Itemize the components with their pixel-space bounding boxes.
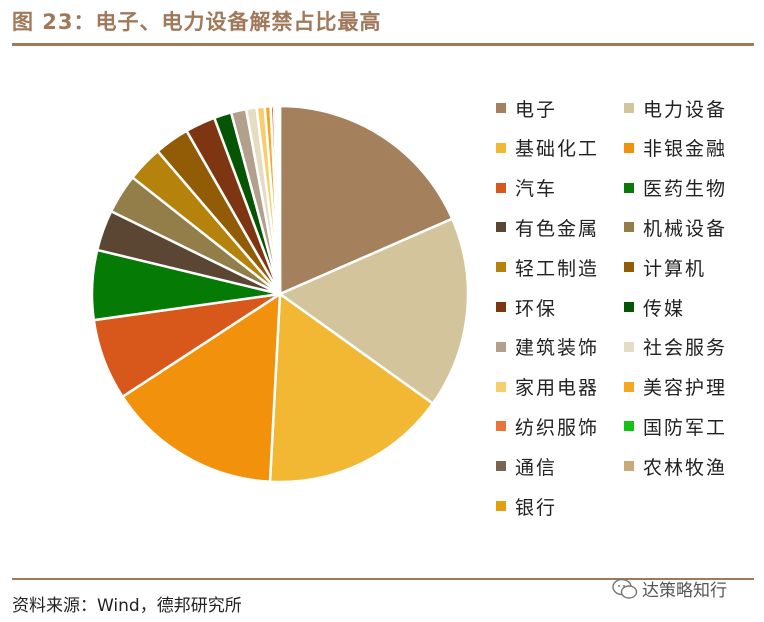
- legend-item: 环保: [496, 295, 558, 320]
- legend-swatch: [624, 341, 634, 352]
- legend-swatch: [496, 262, 506, 273]
- legend-swatch: [496, 381, 506, 392]
- legend-label: 医药生物: [643, 178, 728, 201]
- legend-swatch: [496, 461, 506, 472]
- pie-slice-1: [278, 104, 454, 296]
- legend-label: 电力设备: [643, 98, 728, 121]
- legend-swatch: [496, 421, 506, 432]
- legend-item: 电力设备: [624, 96, 728, 121]
- legend-item: 社会服务: [624, 335, 727, 359]
- figure-title: 图 23：电子、电力设备解禁占比最高: [12, 10, 382, 34]
- pie-slice-21: [277, 104, 282, 295]
- legend-swatch: [624, 302, 634, 312]
- pie-slice-2: [277, 217, 470, 406]
- legend-swatch: [624, 381, 634, 392]
- pie-slice-4: [120, 291, 282, 484]
- legend-swatch: [624, 103, 634, 113]
- legend-swatch: [496, 501, 506, 511]
- legend-label: 银行: [515, 496, 558, 519]
- legend-item: 计算机: [624, 255, 707, 280]
- legend-item: 传媒: [624, 295, 686, 320]
- pie-slice-3: [268, 291, 435, 484]
- legend-swatch: [496, 142, 506, 153]
- legend-swatch: [496, 222, 506, 233]
- legend-item: 美容护理: [624, 375, 727, 399]
- watermark-text: 达策略知行: [642, 581, 727, 601]
- legend-swatch: [624, 421, 634, 432]
- legend-swatch: [624, 182, 634, 193]
- legend-label: 汽车: [515, 178, 558, 201]
- legend-item: 通信: [496, 454, 558, 479]
- legend-swatch: [496, 103, 506, 113]
- legend-label: 基础化工: [515, 138, 600, 161]
- legend-item: 电子: [496, 96, 558, 121]
- footer-divider: [12, 578, 754, 580]
- legend-label: 环保: [515, 297, 558, 320]
- legend-label: 计算机: [643, 257, 707, 280]
- legend-item: 银行: [496, 494, 558, 519]
- legend-swatch: [496, 341, 506, 352]
- legend-item: 国防军工: [624, 414, 728, 439]
- legend-item: 有色金属: [496, 215, 600, 240]
- legend-label: 机械设备: [643, 217, 728, 240]
- legend-item: 建筑装饰: [496, 335, 599, 359]
- legend-label: 纺织服饰: [515, 416, 600, 439]
- legend-item: 基础化工: [496, 136, 599, 160]
- legend-label: 有色金属: [515, 217, 600, 240]
- legend-label: 建筑装饰: [515, 337, 600, 360]
- legend-label: 农林牧渔: [643, 456, 728, 479]
- legend-item: 家用电器: [496, 375, 599, 399]
- legend-swatch: [496, 302, 506, 312]
- title-divider: [12, 43, 754, 46]
- legend-swatch: [624, 461, 634, 472]
- legend-label: 社会服务: [643, 337, 728, 360]
- legend-item: 非银金融: [624, 136, 727, 160]
- legend-label: 电子: [515, 98, 558, 121]
- legend-item: 机械设备: [624, 215, 728, 240]
- legend-label: 国防军工: [643, 416, 728, 439]
- legend-label: 轻工制造: [515, 257, 600, 280]
- legend-item: 农林牧渔: [624, 454, 728, 479]
- legend-swatch: [624, 222, 634, 233]
- source-note: 资料来源：Wind，德邦研究所: [12, 596, 242, 616]
- legend-label: 美容护理: [643, 377, 728, 400]
- legend-item: 轻工制造: [496, 255, 600, 280]
- legend-item: 纺织服饰: [496, 414, 600, 439]
- legend-item: 医药生物: [624, 176, 727, 200]
- legend-swatch: [624, 142, 634, 153]
- legend-item: 汽车: [496, 176, 557, 200]
- legend-swatch: [624, 262, 634, 273]
- wechat-watermark: 达策略知行: [612, 576, 727, 601]
- legend-label: 非银金融: [643, 138, 728, 161]
- legend-label: 通信: [515, 456, 558, 479]
- legend-label: 家用电器: [515, 377, 600, 400]
- wechat-icon: [612, 578, 638, 599]
- legend-label: 传媒: [643, 297, 686, 320]
- legend-swatch: [496, 182, 506, 193]
